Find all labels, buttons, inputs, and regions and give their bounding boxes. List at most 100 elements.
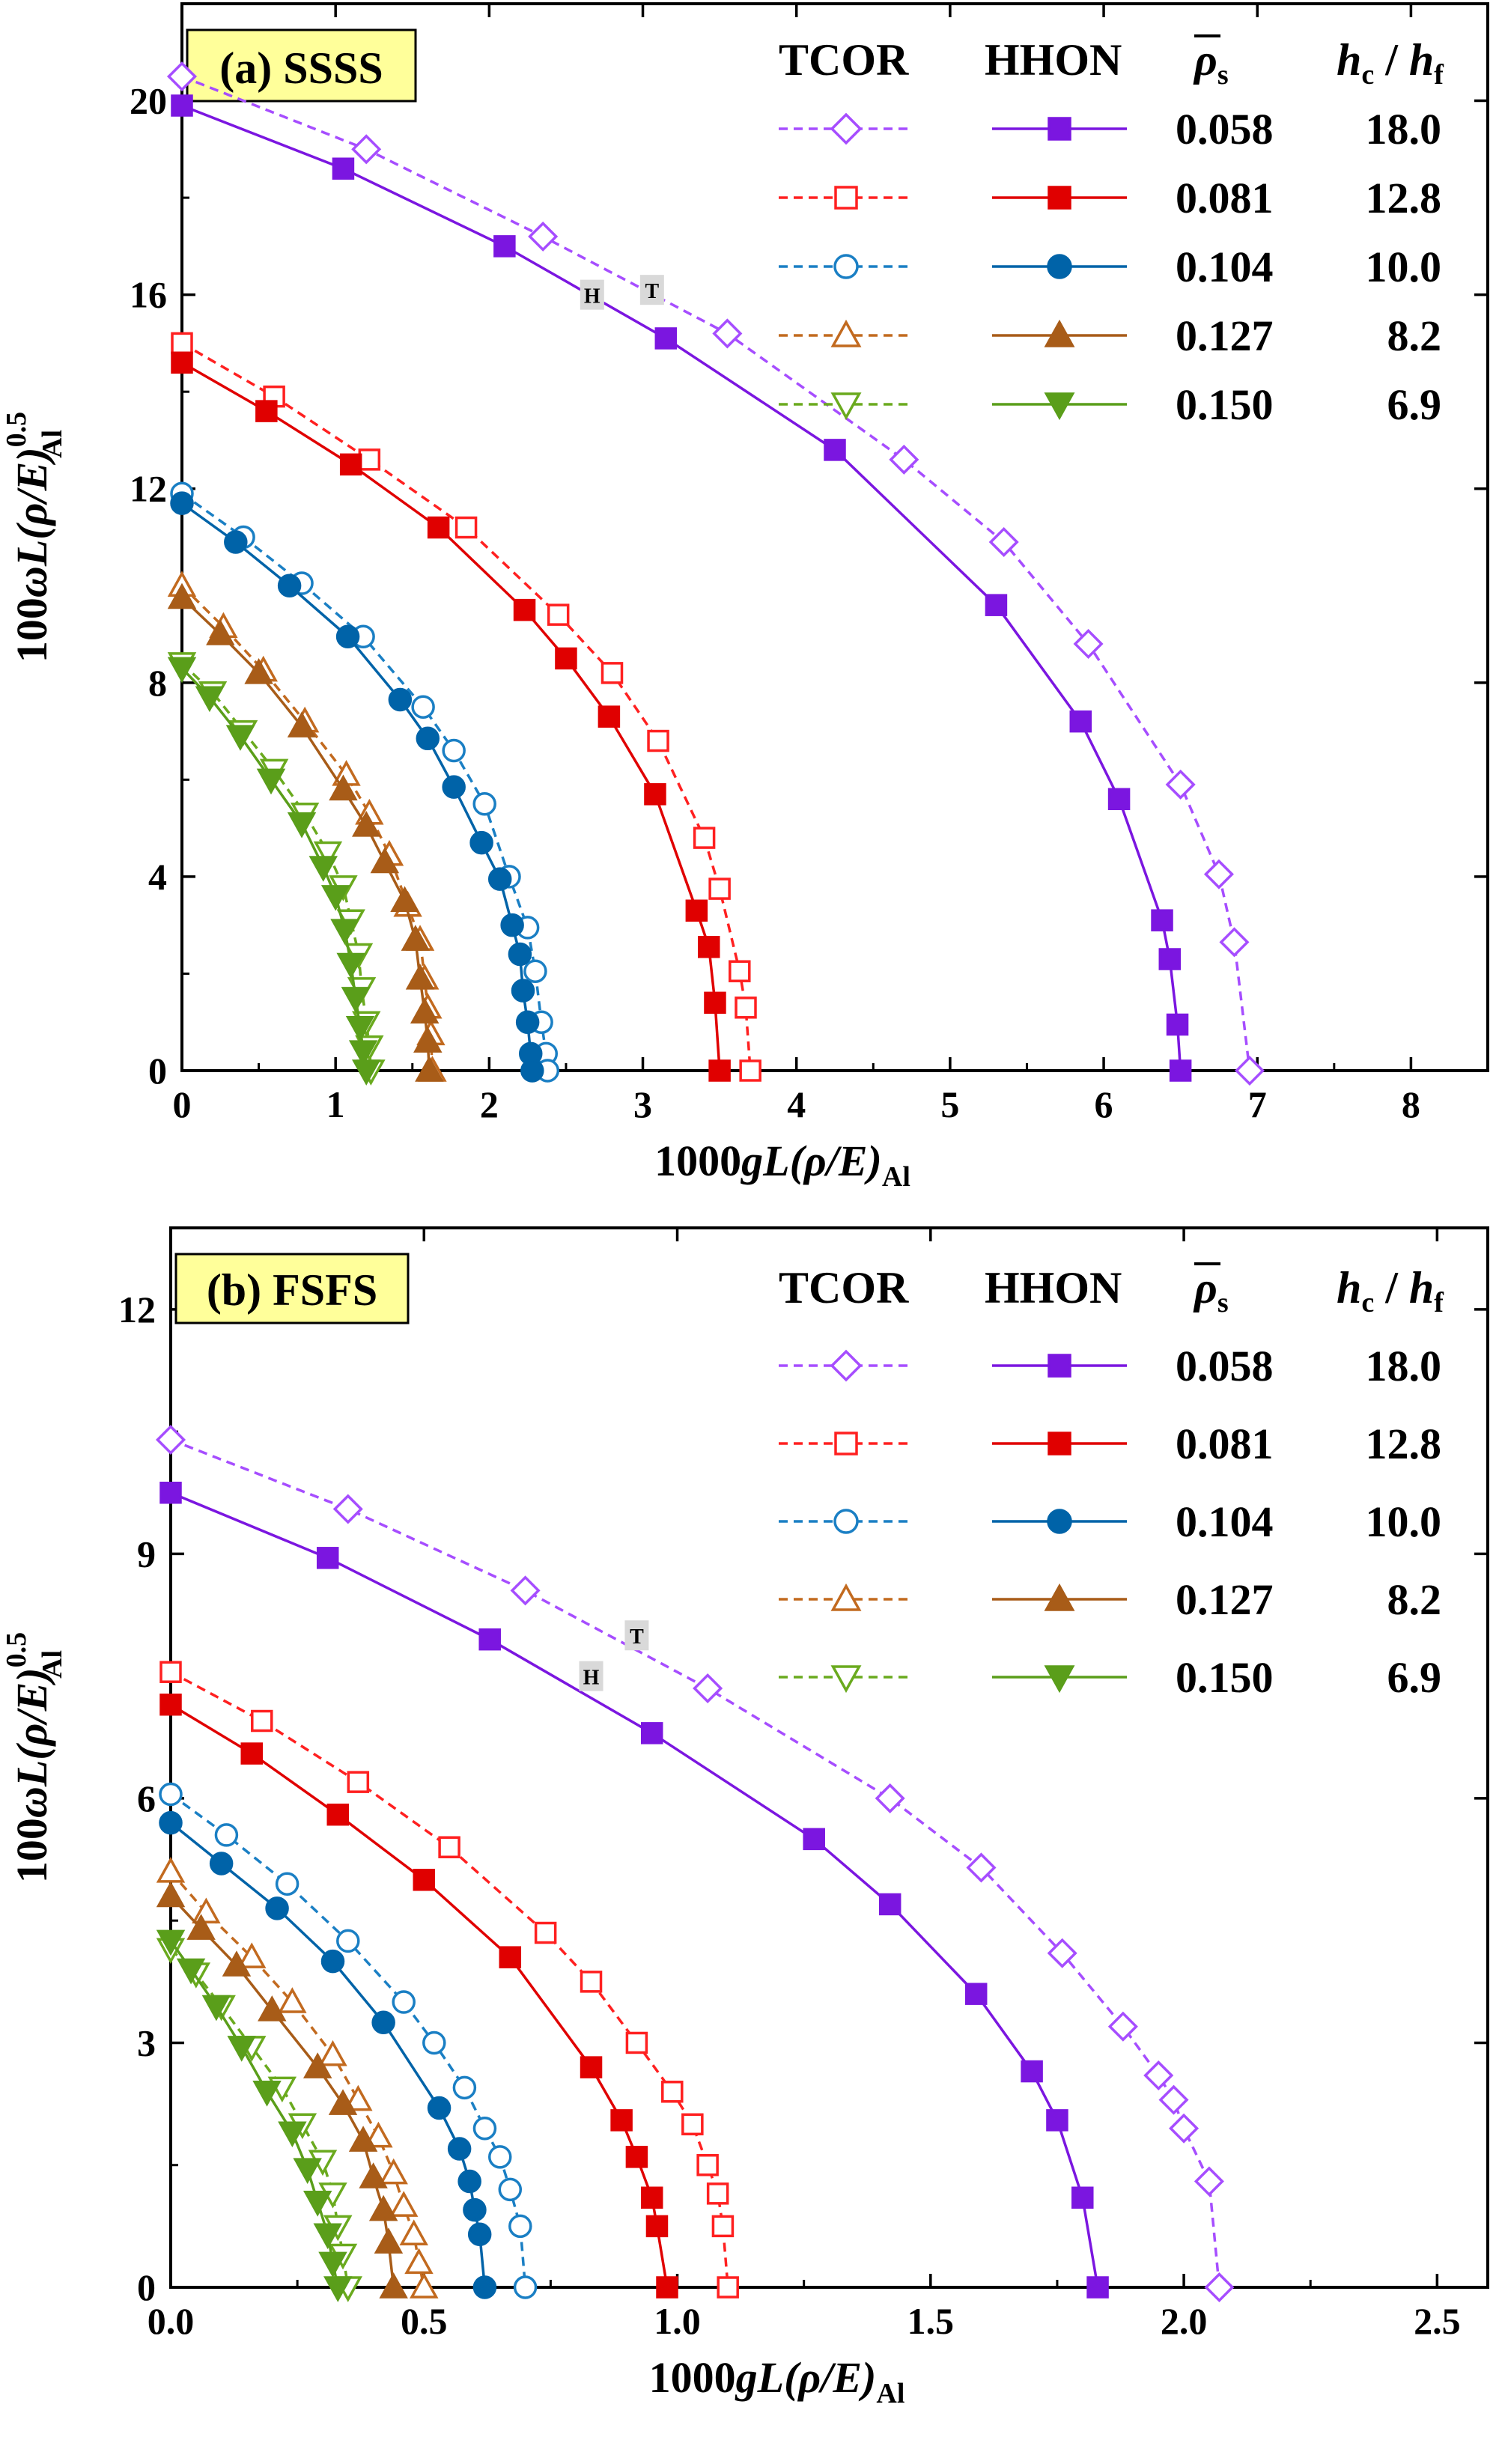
data-point <box>1073 628 1104 660</box>
data-point <box>508 942 532 967</box>
data-point <box>167 582 197 609</box>
data-point <box>399 2219 428 2245</box>
data-point <box>240 1742 263 1765</box>
series-hhon-0081 <box>159 1694 678 2299</box>
data-point <box>156 1857 186 1883</box>
data-point <box>693 827 716 849</box>
plot-frame <box>180 2 1489 1072</box>
data-point <box>889 444 919 475</box>
legend-marker-tcor <box>830 319 862 347</box>
data-point <box>442 738 466 763</box>
data-point <box>302 2190 332 2217</box>
series-hhon-0058 <box>159 1482 1109 2299</box>
data-point <box>159 1810 183 1835</box>
data-point <box>308 856 338 882</box>
data-point <box>966 1852 997 1883</box>
x-tick-label: 2.5 <box>1414 2300 1461 2342</box>
data-point <box>237 1942 267 1968</box>
data-point <box>706 2182 729 2205</box>
data-point <box>472 792 496 816</box>
data-point <box>1219 927 1250 958</box>
data-point <box>739 1059 761 1082</box>
series-hhon-0127 <box>156 1881 408 2299</box>
series-hhon-0104 <box>170 491 544 1083</box>
legend-marker-hhon <box>1047 254 1072 279</box>
data-point <box>457 2169 481 2194</box>
data-point <box>379 2158 408 2185</box>
data-point <box>580 2056 603 2078</box>
data-point <box>392 1990 416 2014</box>
data-point <box>964 1983 988 2005</box>
legend-marker-hhon <box>1044 392 1075 421</box>
y-axis-label: 100ωL(ρ/E)0.5 Al <box>1 412 68 663</box>
y-axis: 0 4 8 12 16 20 <box>130 80 1488 1092</box>
legend-row: 0.081 12.8 <box>779 1420 1441 1468</box>
data-point <box>534 1921 557 1944</box>
data-point <box>222 1950 252 1977</box>
data-point <box>332 1494 363 1524</box>
series-tcor-0058 <box>166 61 1265 1086</box>
data-point <box>493 235 516 258</box>
y-axis-label: 100ωL(ρ/E)0.5 Al <box>1 1632 68 1883</box>
data-point <box>1203 859 1234 889</box>
data-point <box>1158 948 1182 970</box>
legend-rho-value: 0.150 <box>1176 1653 1274 1702</box>
data-point <box>192 1897 221 1924</box>
data-point <box>555 647 577 670</box>
data-point <box>278 1987 307 2013</box>
legend-marker-hhon <box>1047 1509 1072 1534</box>
data-point <box>329 774 358 801</box>
series-hhon-0104 <box>159 1810 497 2299</box>
data-point <box>704 991 726 1015</box>
data-point <box>610 2109 633 2132</box>
legend-marker-tcor <box>830 112 863 145</box>
data-point <box>359 2162 388 2188</box>
data-point <box>364 2121 393 2148</box>
data-point <box>348 1040 378 1066</box>
legend-header-rho: ρs <box>1193 35 1229 91</box>
legend-marker-tcor <box>833 1509 859 1534</box>
data-point <box>645 2215 669 2238</box>
legend-row: 0.127 8.2 <box>779 1575 1441 1624</box>
legend-marker-tcor <box>834 186 858 210</box>
data-point <box>351 134 382 165</box>
data-point <box>442 775 466 799</box>
data-point <box>735 997 757 1019</box>
annotation-box <box>624 1620 649 1651</box>
legend-marker-hhon <box>1044 319 1075 347</box>
data-point <box>401 925 431 951</box>
data-point <box>717 2276 739 2299</box>
data-point <box>159 1694 182 1716</box>
series-line <box>181 361 721 1071</box>
data-point <box>988 526 1019 558</box>
data-point <box>463 2197 487 2222</box>
series-tcor-0081 <box>171 332 761 1082</box>
data-point <box>341 987 371 1013</box>
data-point <box>167 657 197 684</box>
legend-rho-value: 0.058 <box>1176 105 1274 153</box>
data-point <box>368 2194 398 2221</box>
data-point <box>729 960 751 982</box>
legend-row: 0.104 10.0 <box>779 243 1441 291</box>
data-point <box>275 1872 300 1896</box>
data-point <box>379 2272 408 2299</box>
x-tick-label: 1.0 <box>654 2300 701 2342</box>
data-point <box>251 1709 273 1733</box>
data-point <box>287 711 317 737</box>
data-point <box>390 886 419 913</box>
data-point <box>1069 710 1092 733</box>
legend-row: 0.127 8.2 <box>779 311 1441 360</box>
series-line <box>180 662 373 1071</box>
data-point <box>224 530 248 554</box>
data-point <box>347 1771 370 1793</box>
data-point <box>326 1803 350 1826</box>
data-point <box>824 439 846 461</box>
annotation-label: T <box>630 1625 644 1649</box>
data-point <box>328 2089 358 2115</box>
data-point <box>155 1424 186 1455</box>
x-tick-label: 1 <box>326 1083 345 1125</box>
legend-header-tcor: TCOR <box>779 1263 909 1312</box>
data-point <box>336 952 365 979</box>
legend-rho-value: 0.081 <box>1176 1420 1274 1468</box>
data-point <box>644 783 666 806</box>
